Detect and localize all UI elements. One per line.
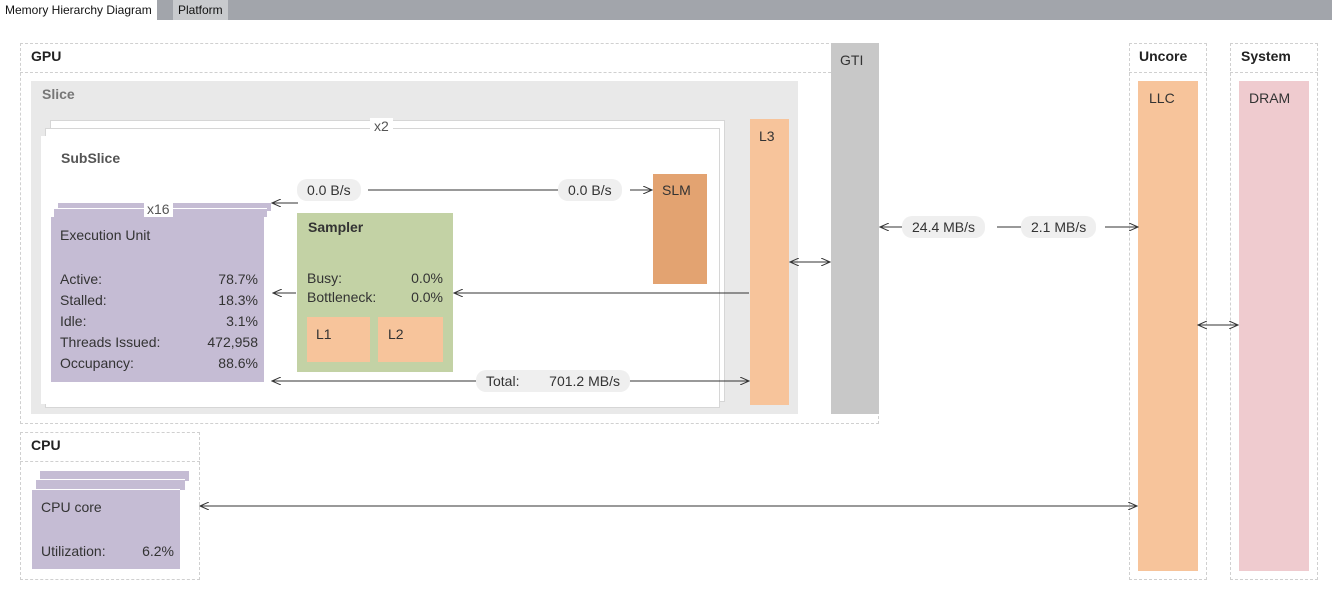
eu-metric-row: Threads Issued: 472,958 (60, 334, 258, 350)
sampler-box: Sampler Busy: 0.0% Bottleneck: 0.0% L1 L2 (297, 213, 453, 372)
l2-cache: L2 (378, 317, 443, 362)
tab-platform[interactable]: Platform (173, 0, 228, 20)
sampler-metric-row: Busy: 0.0% (307, 270, 443, 286)
system-panel (1230, 43, 1318, 580)
total-label: Total: (486, 373, 520, 389)
uncore-title: Uncore (1139, 48, 1188, 64)
subslice-title: SubSlice (61, 150, 121, 166)
total-bandwidth: Total: 701.2 MB/s (476, 370, 630, 392)
eu-metric-row: Stalled: 18.3% (60, 292, 258, 308)
gti-write-bandwidth: 2.1 MB/s (1021, 216, 1097, 238)
dram-box: DRAM (1239, 81, 1309, 571)
gti-label: GTI (840, 52, 864, 68)
total-value: 701.2 MB/s (549, 373, 620, 389)
cpu-utilization-row: Utilization: 6.2% (41, 543, 174, 559)
uncore-title-separator (1129, 72, 1207, 73)
tab-memory-hierarchy-diagram[interactable]: Memory Hierarchy Diagram (0, 0, 157, 20)
gpu-title: GPU (31, 48, 62, 64)
sampler-metrics: Busy: 0.0% Bottleneck: 0.0% (307, 269, 443, 307)
eu-title: Execution Unit (60, 227, 151, 243)
eu-metric-row: Idle: 3.1% (60, 313, 258, 329)
eu-metrics: Active: 78.7% Stalled: 18.3% Idle: 3.1% Thr… (60, 269, 258, 374)
slm-label: SLM (662, 182, 691, 198)
uncore-panel (1129, 43, 1207, 580)
cpu-core-title: CPU core (41, 499, 102, 515)
cpu-title-separator (20, 461, 200, 462)
l3-label: L3 (759, 128, 775, 144)
slice-multiplier: x2 (370, 118, 393, 134)
cpu-core-stack-back-2 (40, 471, 189, 481)
l3-cache: L3 (750, 119, 789, 405)
gpu-title-separator (20, 72, 831, 73)
dram-label: DRAM (1249, 90, 1291, 106)
tab-bar (0, 0, 1332, 20)
sampler-metric-row: Bottleneck: 0.0% (307, 289, 443, 305)
llc-box: LLC (1138, 81, 1198, 571)
gti-read-bandwidth: 24.4 MB/s (902, 216, 986, 238)
slm-read-bandwidth: 0.0 B/s (297, 179, 361, 201)
cpu-core-stack-back-1 (36, 479, 185, 490)
system-title: System (1241, 48, 1291, 64)
eu-multiplier: x16 (144, 201, 173, 217)
llc-label: LLC (1149, 90, 1175, 106)
slm-box: SLM (653, 174, 707, 284)
cpu-title: CPU (31, 437, 61, 453)
eu-metric-row: Occupancy: 88.6% (60, 355, 258, 371)
slice-title: Slice (42, 86, 75, 102)
eu-metric-row: Active: 78.7% (60, 271, 258, 287)
l1-cache: L1 (307, 317, 370, 362)
system-title-separator (1230, 72, 1318, 73)
sampler-title: Sampler (308, 219, 364, 235)
cpu-core-box: CPU core Utilization: 6.2% (32, 489, 180, 569)
gti-box: GTI (831, 43, 879, 414)
execution-unit-box: Execution Unit Active: 78.7% Stalled: 18.3… (51, 217, 264, 382)
slm-write-bandwidth: 0.0 B/s (558, 179, 622, 201)
